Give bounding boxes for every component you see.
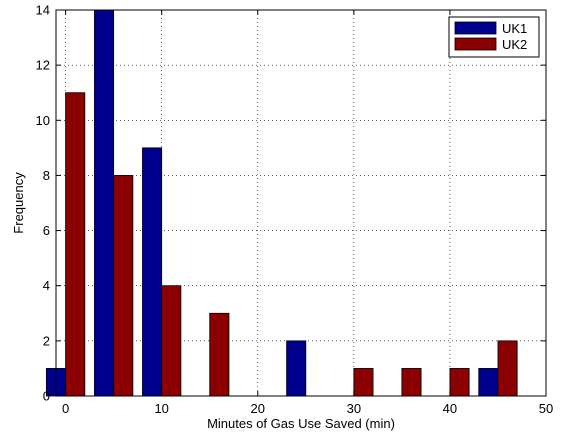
legend-label-uk2: UK2 [502, 37, 527, 52]
x-tick-label: 20 [251, 401, 265, 416]
bar-uk2 [353, 368, 374, 397]
y-tick-label: 10 [36, 113, 50, 128]
legend-swatch-uk1 [454, 21, 497, 35]
bar-uk2 [113, 175, 134, 397]
bar-uk2 [161, 285, 182, 397]
y-tick-label: 2 [43, 333, 50, 348]
x-tick-label: 50 [539, 401, 553, 416]
x-axis-label: Minutes of Gas Use Saved (min) [207, 416, 395, 431]
y-axis-label: Frequency [11, 172, 26, 234]
y-tick-label: 6 [43, 223, 50, 238]
y-tick-label: 0 [43, 389, 50, 404]
y-tick-label: 8 [43, 168, 50, 183]
bar-uk2 [401, 368, 422, 397]
grid-lines [56, 9, 547, 397]
plot-area-background [56, 10, 546, 396]
plot-frame [55, 9, 547, 397]
bar-uk2 [209, 312, 230, 397]
x-tick-label: 0 [62, 401, 69, 416]
legend-label-uk1: UK1 [502, 21, 527, 36]
axis-ticks: 0 10 20 30 40 50 0 2 4 6 8 10 12 14 [36, 3, 554, 417]
x-tick-label: 30 [347, 401, 361, 416]
bar-uk1 [478, 368, 499, 397]
bar-uk1 [94, 9, 115, 397]
bar-uk2 [497, 340, 518, 397]
bar-uk2 [65, 92, 86, 397]
bar-uk1 [286, 340, 307, 397]
bar-uk2 [449, 368, 470, 397]
x-tick-label: 10 [154, 401, 168, 416]
legend-swatch-uk2 [454, 37, 497, 51]
y-tick-label: 12 [36, 58, 50, 73]
x-tick-label: 40 [443, 401, 457, 416]
y-tick-label: 14 [36, 3, 50, 18]
bar-uk1 [142, 147, 163, 397]
y-tick-label: 4 [43, 278, 50, 293]
